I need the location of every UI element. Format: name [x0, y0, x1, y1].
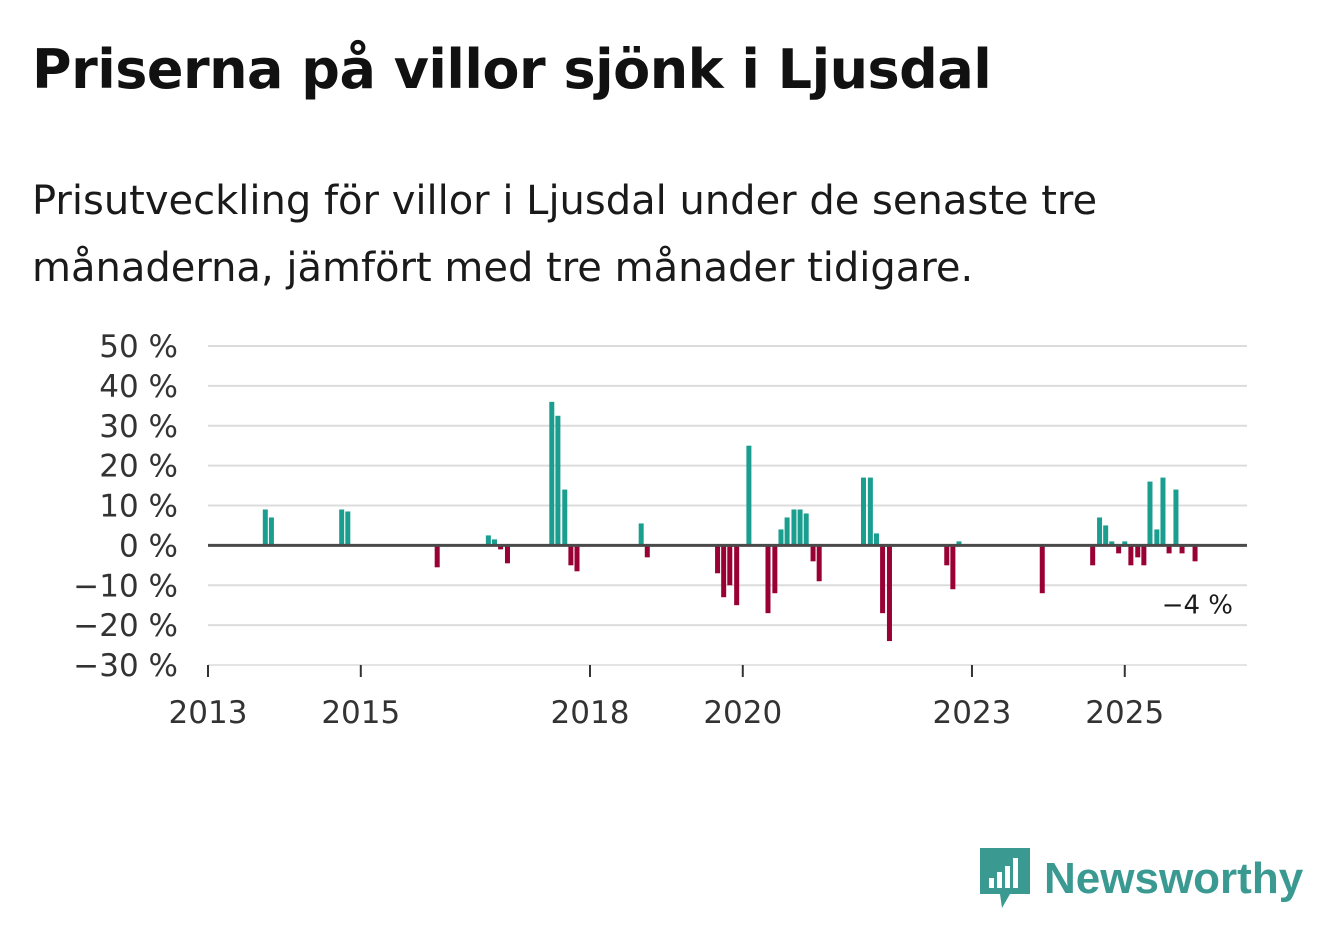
x-tick-label: 2018	[551, 695, 630, 731]
axes	[207, 543, 1247, 677]
bar	[345, 511, 351, 546]
bar	[956, 541, 962, 546]
bar	[803, 513, 809, 546]
labels: 50 % 40 % 30 % 20 % 10 %0 % −10 % −20 % −30 % 20…	[73, 329, 1233, 731]
bar	[1090, 545, 1096, 566]
bar	[638, 523, 644, 546]
bar	[1103, 525, 1109, 546]
bar	[574, 545, 580, 572]
bar	[860, 477, 866, 546]
y-tick-label: −10 %	[73, 568, 178, 604]
bar	[1122, 541, 1128, 546]
x-tick-label: 2020	[703, 695, 782, 731]
x-tick-label: 2013	[169, 695, 248, 731]
y-tick-label: −20 %	[73, 608, 178, 644]
bar	[555, 415, 561, 546]
brand-logo: Newsworthy	[980, 848, 1303, 910]
y-tick-label: 50 %	[99, 329, 178, 365]
bar	[498, 545, 504, 550]
bar	[880, 545, 886, 614]
bar	[797, 509, 803, 546]
bar	[816, 545, 822, 582]
bar	[562, 489, 568, 546]
bar	[644, 545, 650, 558]
bar	[1097, 517, 1103, 546]
y-tick-label: −30 %	[73, 648, 178, 684]
bar	[1166, 545, 1172, 554]
bar	[727, 545, 733, 586]
chart-title: Priserna på villor sjönk i Ljusdal	[32, 38, 992, 101]
bar	[1154, 529, 1160, 546]
bar	[886, 545, 892, 642]
bar	[1147, 481, 1153, 546]
bar	[1109, 541, 1115, 546]
bar	[944, 545, 950, 566]
bar	[434, 545, 440, 568]
bar	[568, 545, 574, 566]
bar	[1135, 545, 1141, 558]
bar	[784, 517, 790, 546]
y-tick-label: 20 %	[99, 449, 178, 485]
y-tick-label: 30 %	[99, 409, 178, 445]
newsworthy-logo-icon	[980, 848, 1030, 908]
bar	[721, 545, 727, 598]
bar	[715, 545, 721, 574]
x-tick-label: 2015	[321, 695, 400, 731]
bar	[262, 509, 268, 546]
bar	[791, 509, 797, 546]
bar	[778, 529, 784, 546]
bar	[1160, 477, 1166, 546]
chart-subtitle: Prisutveckling för villor i Ljusdal unde…	[32, 178, 1098, 291]
bar	[485, 535, 491, 546]
bar	[1128, 545, 1134, 566]
bar	[339, 509, 345, 546]
last-value-label: −4 %	[1162, 590, 1233, 620]
bars	[262, 401, 1198, 642]
bar	[268, 517, 274, 546]
bar	[950, 545, 956, 590]
bar	[734, 545, 740, 606]
bar	[491, 539, 497, 546]
bar	[1173, 489, 1179, 546]
bar	[1116, 545, 1122, 554]
x-tick-label: 2023	[933, 695, 1012, 731]
x-tick-label: 2025	[1085, 695, 1164, 731]
bar	[867, 477, 873, 546]
bar	[765, 545, 771, 614]
y-tick-label: 0 %	[119, 528, 178, 564]
y-tick-label: 40 %	[99, 369, 178, 405]
bar	[1192, 545, 1198, 562]
bar	[1179, 545, 1185, 554]
bar	[810, 545, 816, 562]
bar	[504, 545, 510, 564]
bar	[873, 533, 879, 546]
brand-name: Newsworthy	[1044, 854, 1304, 903]
bar	[549, 401, 555, 546]
gridlines	[208, 345, 1247, 666]
y-tick-label: 10 %	[99, 489, 178, 525]
bar	[746, 445, 752, 546]
bar	[1141, 545, 1147, 566]
bar	[772, 545, 778, 594]
bar	[1039, 545, 1045, 594]
